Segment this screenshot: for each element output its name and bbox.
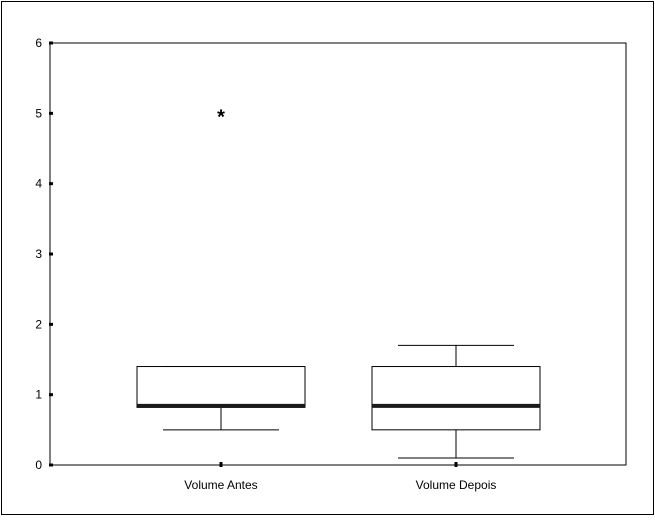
y-tick-label-4: 4 [35,177,42,191]
y-tick-label-2: 2 [35,317,42,331]
x-tick-label-1: Volume Depois [416,478,497,492]
y-tick-label-0: 0 [35,458,42,472]
box-rect-0 [136,366,306,408]
y-axis: 0 1 2 3 4 5 6 [35,36,53,472]
box-rect-1 [371,366,541,431]
y-tick-label-6: 6 [35,36,42,50]
box-1 [371,344,541,459]
x-tick-label-0: Volume Antes [184,478,257,492]
y-tick-label-3: 3 [35,247,42,261]
box-0: * [136,106,306,431]
y-tick-label-5: 5 [35,106,42,120]
extreme-0-0: * [217,106,225,128]
x-axis: Volume Antes Volume Depois [184,462,496,492]
boxes-group: * [136,106,541,459]
y-tick-label-1: 1 [35,388,42,402]
